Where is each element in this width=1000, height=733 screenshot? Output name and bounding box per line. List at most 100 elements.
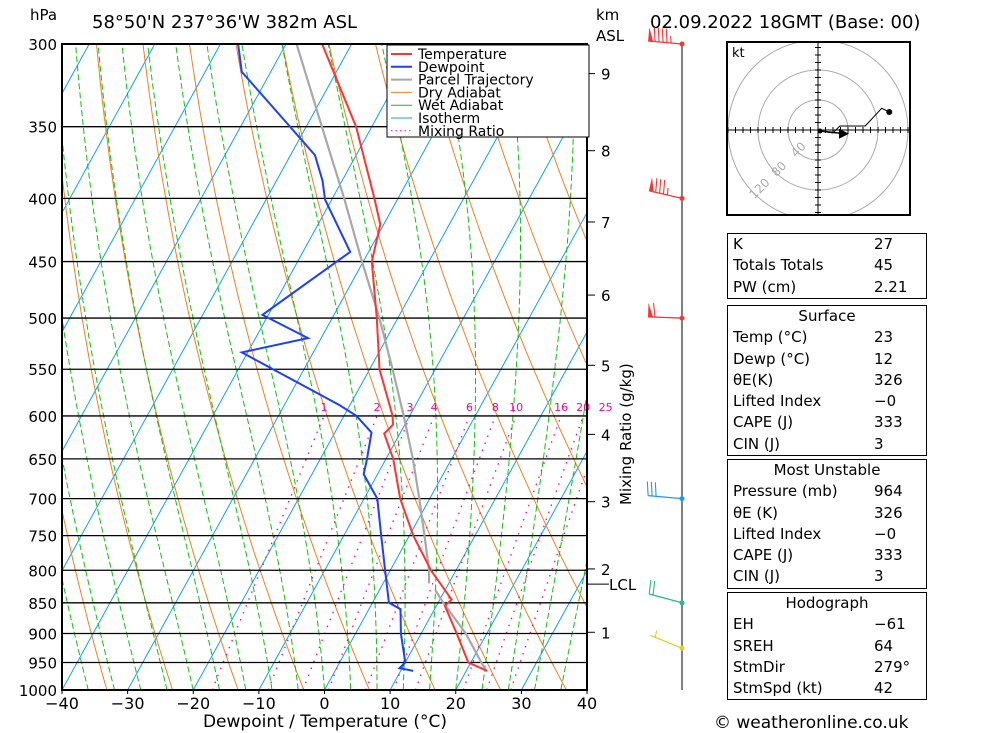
row-label: Pressure (mb) [733, 482, 838, 501]
pressure-tick-label: 1000 [19, 682, 57, 700]
row-label: CIN (J) [733, 567, 781, 586]
legend-label: Isotherm [418, 111, 480, 127]
row-label: StmDir [733, 657, 785, 676]
row-label: CAPE (J) [733, 413, 794, 432]
height-tick-label: 1 [601, 624, 611, 642]
row-label: Lifted Index [733, 524, 822, 543]
pressure-tick-label: 700 [28, 491, 57, 509]
pressure-tick-label: 300 [28, 36, 57, 54]
isotherm-line [389, 331, 587, 690]
wind-barb [648, 177, 685, 201]
table-row: CIN (J) 3 [728, 566, 926, 587]
mixing-ratio-label: 25 [599, 401, 613, 414]
row-label: θE(K) [733, 370, 774, 389]
row-value: 3 [874, 567, 884, 586]
pressure-tick-label: 750 [28, 528, 57, 546]
wind-station-dot [679, 645, 685, 651]
row-value: 12 [874, 349, 894, 368]
row-value: 42 [874, 679, 894, 698]
row-value: 27 [874, 235, 894, 253]
legend-label: Parcel Trajectory [418, 73, 534, 89]
row-label: CAPE (J) [733, 546, 794, 565]
wet-adiabat-line [62, 455, 116, 690]
wind-station-dot [679, 195, 685, 201]
wind-barb-full [659, 179, 662, 194]
hodograph-end-dot [886, 109, 893, 115]
table-row: Temp (°C) 23 [728, 327, 926, 348]
dry-adiabat-line [95, 44, 239, 690]
lcl-label: LCL [609, 576, 637, 594]
indices-table: K 27 Totals Totals 45 PW (cm) 2.21 [727, 233, 927, 299]
wet-adiabat-line [241, 44, 352, 690]
mixing-ratio-axis-title: Mixing Ratio (g/kg) [617, 363, 635, 505]
wind-barb-full [650, 481, 653, 497]
mixing-ratio-label: 3 [406, 401, 413, 414]
dry-adiabat-line [281, 44, 502, 690]
row-label: Temp (°C) [733, 328, 808, 347]
wind-barb [648, 27, 685, 47]
wind-barb-shaft [650, 634, 683, 649]
row-label: EH [733, 615, 754, 634]
row-value: 326 [874, 503, 903, 522]
row-label: Totals Totals [733, 256, 824, 275]
legend-label: Mixing Ratio [418, 124, 504, 140]
height-tick-label: 2 [601, 561, 611, 579]
wind-barb [646, 481, 685, 502]
table-row: Lifted Index −0 [728, 524, 926, 545]
row-value: −61 [874, 615, 906, 634]
legend-box [386, 44, 590, 138]
mixing-ratio-line [327, 415, 435, 690]
wind-barb-full [657, 27, 660, 43]
height-tick-label: 5 [601, 357, 611, 375]
x-tick-label: 10 [380, 694, 400, 713]
profiles [237, 44, 488, 672]
surface-table: Surface Temp (°C) 23 Dewp (°C) 12 θE(K) 326 Lif… [727, 305, 927, 457]
wind-barbs [646, 27, 685, 690]
wind-barb-shaft [648, 593, 683, 604]
wind-station-dot [679, 41, 685, 47]
mixing-ratio-line [267, 415, 378, 690]
mixing-ratio-label: 20 [576, 401, 590, 414]
table-row: StmSpd (kt) 42 [728, 678, 926, 699]
wind-barb-full [653, 27, 656, 42]
x-tick-label: 40 [577, 694, 597, 713]
legend-label: Dry Adiabat [418, 85, 501, 101]
table-row: Totals Totals 45 [728, 255, 926, 276]
dry-adiabat-line [514, 44, 587, 243]
table-row: CIN (J) 3 [728, 434, 926, 455]
wind-barb-shaft [647, 316, 683, 319]
isotherm-line [258, 92, 587, 690]
x-tick-label: 20 [446, 694, 466, 713]
wind-barb-full [665, 28, 668, 43]
wind-barb-full [662, 179, 666, 195]
row-value: −0 [874, 524, 897, 543]
wet-adiabat-line [121, 44, 247, 690]
table-row: θE(K) 326 [728, 370, 926, 391]
table-row: CAPE (J) 333 [728, 412, 926, 433]
wind-barb-full [646, 481, 649, 496]
wet-adiabat-line [175, 44, 299, 690]
table-row: K 27 [728, 234, 926, 255]
wet-adiabat-line [75, 44, 194, 690]
wind-barb-shaft [648, 495, 683, 500]
table-row: Dewp (°C) 12 [728, 349, 926, 370]
legend-label: Wet Adiabat [418, 98, 504, 114]
table-section-title: Most Unstable [773, 461, 881, 479]
mixing-ratio-labels: 1 2 3 4 6 8 10 16 20 25 [320, 401, 612, 414]
row-value: 964 [874, 482, 903, 501]
mixing-ratio-line [211, 415, 325, 690]
wet-adiabat-line [62, 576, 89, 690]
row-value: 23 [874, 328, 894, 347]
dry-adiabat-line [374, 44, 587, 609]
hodograph-unit-label: kt [732, 46, 745, 61]
dry-adiabat-line [467, 44, 587, 367]
row-label: PW (cm) [733, 277, 797, 296]
wind-barb-half [666, 187, 669, 196]
mixing-ratio-line [365, 415, 471, 690]
wet-adiabat-line [327, 44, 406, 690]
mixing-ratio-label: 10 [509, 401, 523, 414]
temperature-line [321, 44, 488, 672]
isotherm-line [62, 44, 287, 453]
